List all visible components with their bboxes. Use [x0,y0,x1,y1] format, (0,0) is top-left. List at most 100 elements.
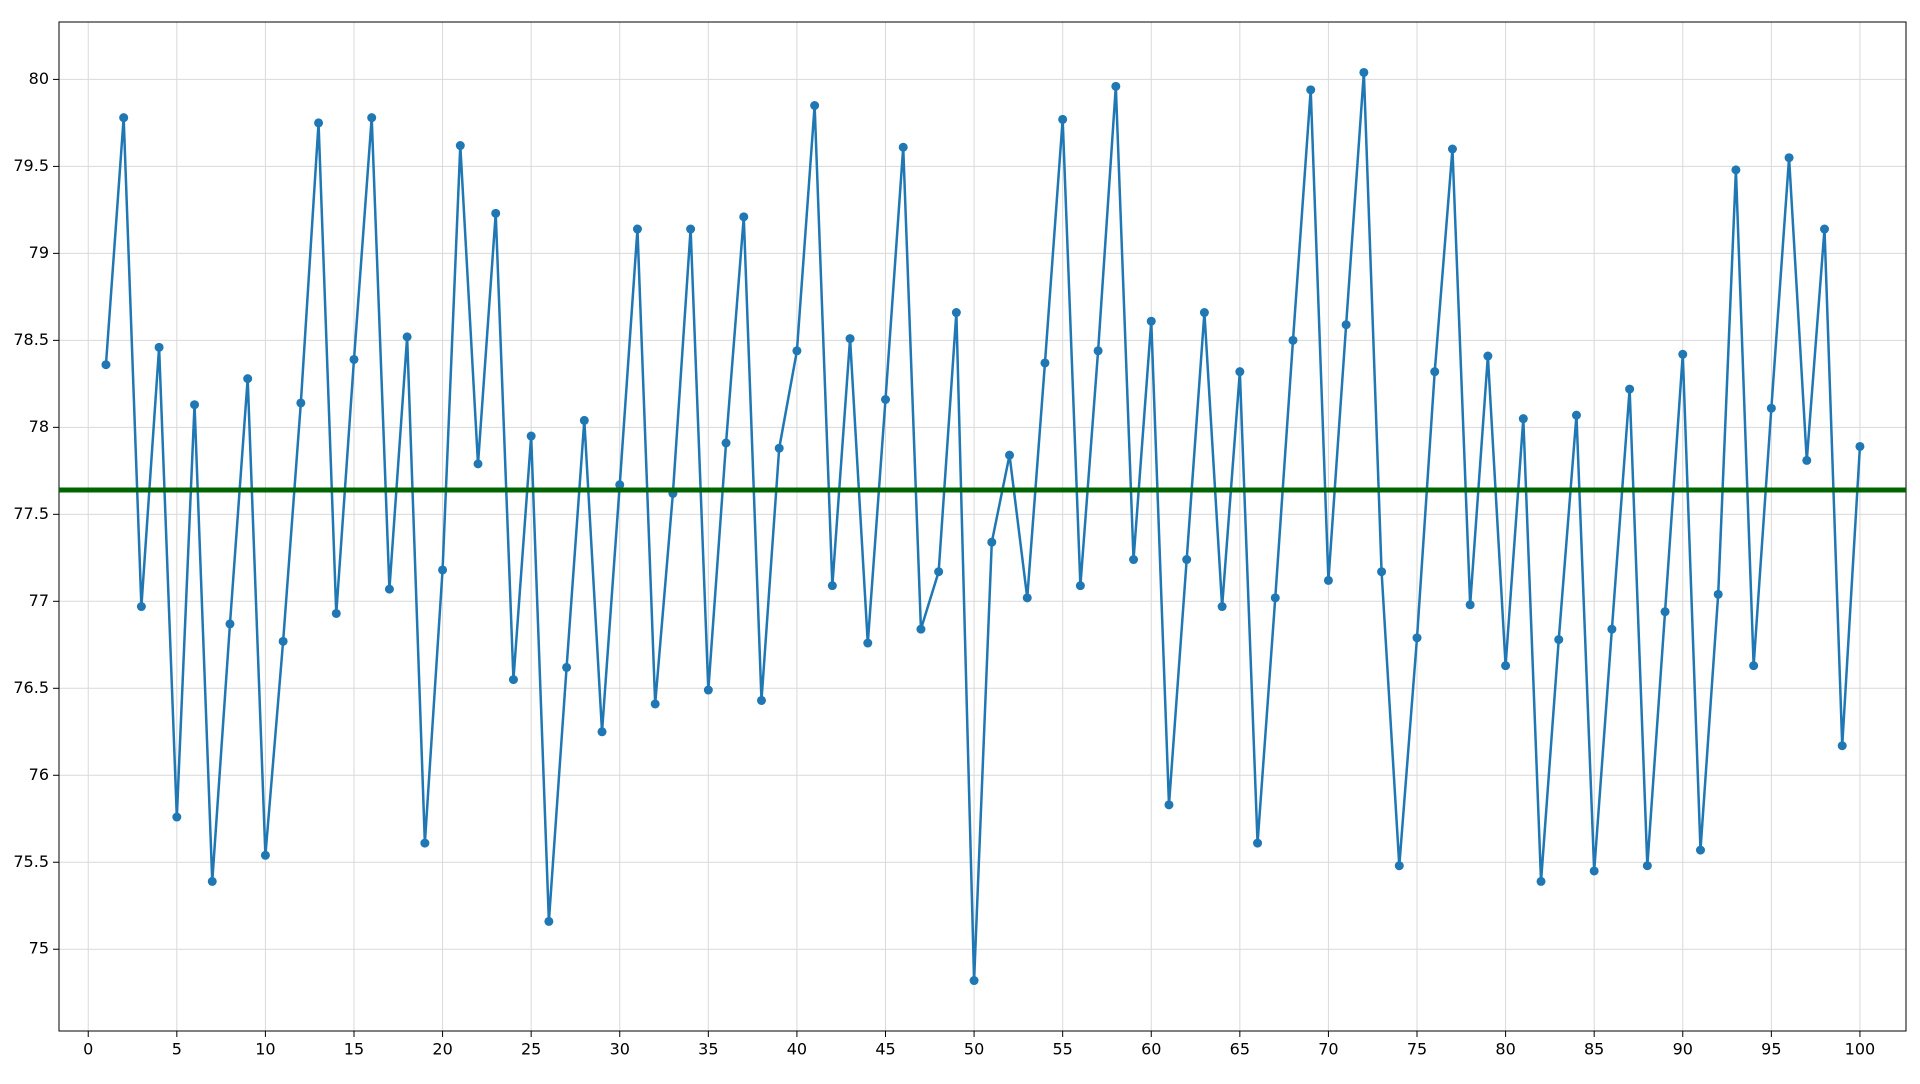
data-point [1784,153,1794,163]
data-point [119,113,129,123]
x-tick-label: 70 [1318,1040,1338,1059]
data-point [1430,367,1440,377]
data-point [172,812,182,822]
data-point [951,308,961,318]
x-tick-label: 80 [1495,1040,1515,1059]
y-tick-label: 78.5 [13,330,49,349]
x-tick-label: 40 [787,1040,807,1059]
data-point [1855,441,1865,451]
data-point [916,624,926,634]
data-point [207,876,217,886]
x-tick-label: 45 [875,1040,895,1059]
y-tick-label: 78 [29,417,49,436]
data-point [1625,384,1635,394]
data-point [1306,85,1316,95]
y-tick-label: 77.5 [13,504,49,523]
data-point [880,395,890,405]
data-point [792,346,802,356]
data-point [1660,607,1670,617]
data-point [314,118,324,128]
data-point [1199,308,1209,318]
y-tick-label: 79.5 [13,156,49,175]
y-tick-label: 80 [29,69,49,88]
x-tick-label: 10 [255,1040,275,1059]
data-point [703,685,713,695]
y-tick-label: 76 [29,765,49,784]
y-tick-label: 75 [29,939,49,958]
x-tick-label: 30 [610,1040,630,1059]
x-tick-label: 50 [964,1040,984,1059]
data-point [1253,838,1263,848]
x-tick-label: 5 [172,1040,182,1059]
data-point [1270,593,1280,603]
data-point [1341,320,1351,330]
data-point [1217,602,1227,612]
data-point [579,415,589,425]
data-point [1288,335,1298,345]
data-point [1235,367,1245,377]
data-point [101,360,111,370]
data-point [544,916,554,926]
data-point [1359,67,1369,77]
data-point [1182,555,1192,565]
data-point [1005,450,1015,460]
data-point [987,537,997,547]
data-point [508,675,518,685]
data-point [402,332,412,342]
data-point [1536,876,1546,886]
data-point [473,459,483,469]
data-point [756,695,766,705]
data-point [1412,633,1422,643]
data-point [562,662,572,672]
data-point [969,976,979,986]
data-point [1820,224,1830,234]
data-point [863,638,873,648]
data-point [597,727,607,737]
data-point [934,567,944,577]
data-point [1164,800,1174,810]
data-point [721,438,731,448]
data-point [1040,358,1050,368]
plot-frame [58,21,1907,1032]
x-tick-label: 15 [344,1040,364,1059]
data-point [278,636,288,646]
data-point [1766,403,1776,413]
data-point [774,443,784,453]
data-point [1695,845,1705,855]
data-point [632,224,642,234]
data-point [526,431,536,441]
x-tick-label: 60 [1141,1040,1161,1059]
data-point [615,480,625,490]
x-tick-label: 20 [432,1040,452,1059]
data-point [1642,861,1652,871]
data-point [243,374,253,384]
data-point [1111,81,1121,91]
x-tick-label: 85 [1584,1040,1604,1059]
data-point [1518,414,1528,424]
data-point [349,354,359,364]
data-point [686,224,696,234]
data-point [296,398,306,408]
data-point [1802,455,1812,465]
data-point [1129,555,1139,565]
x-tick-label: 95 [1761,1040,1781,1059]
data-point [1501,661,1511,671]
x-tick-label: 90 [1673,1040,1693,1059]
y-tick-label: 75.5 [13,852,49,871]
data-point [367,113,377,123]
data-point [810,101,820,111]
data-point [190,400,200,410]
data-point [1323,575,1333,585]
x-tick-label: 25 [521,1040,541,1059]
x-tick-label: 55 [1052,1040,1072,1059]
data-point [260,850,270,860]
data-point [491,208,501,218]
data-point [384,584,394,594]
data-point [1837,741,1847,751]
data-point [1022,593,1032,603]
data-point [1589,866,1599,876]
y-tick-label: 76.5 [13,678,49,697]
x-tick-label: 75 [1407,1040,1427,1059]
